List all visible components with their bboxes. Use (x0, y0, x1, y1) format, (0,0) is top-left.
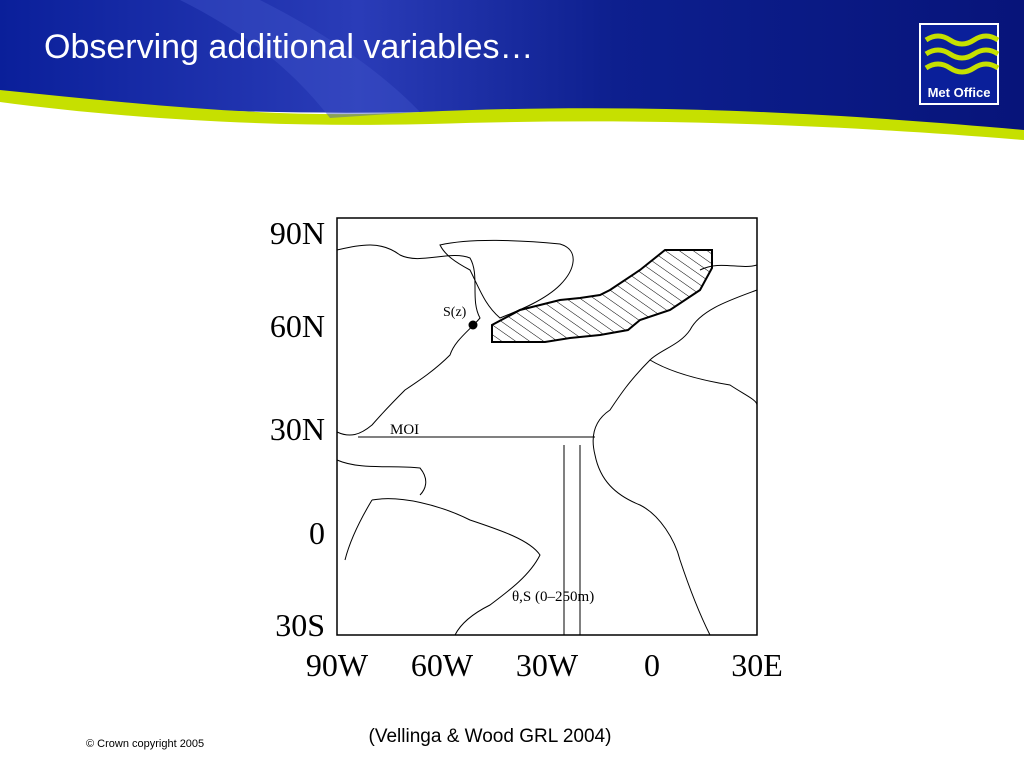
coast-greenland (439, 239, 574, 319)
y-axis-label: 0 (309, 515, 325, 551)
coast-north-america (336, 244, 481, 436)
coast-caribbean (336, 459, 427, 496)
coast-south-america (344, 498, 541, 636)
x-axis-label: 0 (644, 647, 660, 683)
logo: Met Office (919, 23, 1000, 105)
caption: (Vellinga & Wood GRL 2004) (369, 726, 612, 747)
coast-africa (592, 359, 711, 636)
y-axis-label: 30S (275, 607, 325, 643)
x-axis-label: 90W (306, 647, 369, 683)
copyright: © Crown copyright 2005 (86, 738, 204, 750)
logo-text: Met Office (928, 85, 991, 100)
y-axis-label: 90N (270, 215, 325, 251)
map-annotation: θ,S (0–250m) (512, 589, 594, 605)
station-dot (468, 320, 478, 330)
hatched-region (491, 249, 713, 343)
y-axis-label: 30N (270, 411, 325, 447)
map-labels: 90N 60N 30N 0 30S 90W 60W 30W 0 30E S(z) MOI θ,S (0–… (270, 215, 783, 683)
map-frame (336, 217, 758, 636)
y-axis-label: 60N (270, 308, 325, 344)
slide-title: Observing additional variables… (44, 28, 533, 66)
x-axis-label: 30E (731, 647, 783, 683)
header-swoosh (0, 90, 1024, 140)
map-annotation: S(z) (443, 305, 467, 320)
x-axis-label: 60W (411, 647, 474, 683)
header-band (0, 0, 1024, 138)
map-annotation: MOI (390, 422, 419, 438)
header-highlight (180, 0, 420, 118)
map-figure (336, 217, 758, 636)
coast-europe (649, 289, 758, 406)
header: Observing additional variables… Met Offi… (0, 0, 1024, 140)
x-axis-label: 30W (516, 647, 579, 683)
